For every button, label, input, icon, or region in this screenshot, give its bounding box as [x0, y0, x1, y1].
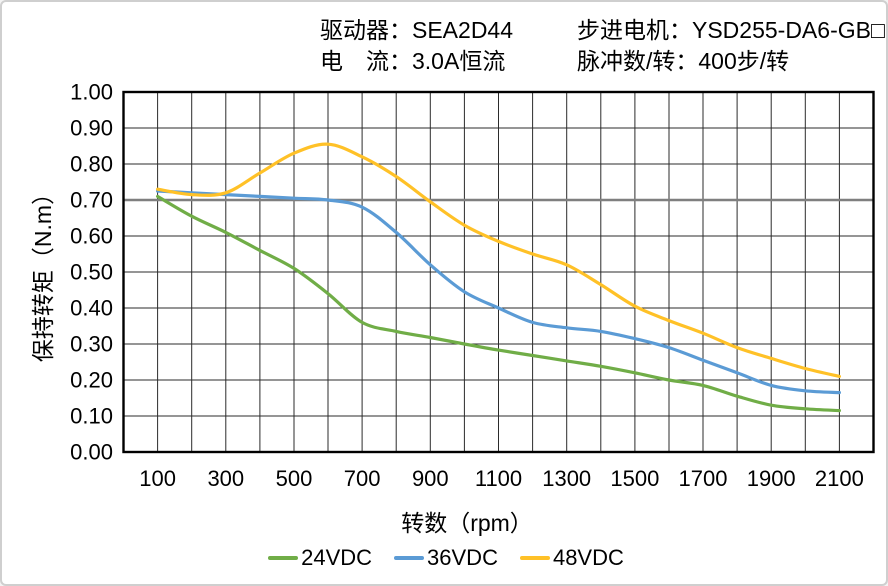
pulses-per-rev-text: 脉冲数/转：400步/转 [577, 48, 790, 74]
x-tick-label: 1500 [610, 466, 659, 491]
x-tick-label: 500 [276, 466, 313, 491]
y-tick-label: 0.20 [70, 368, 113, 393]
legend-swatch-24vdc [268, 556, 299, 560]
plot-border [122, 90, 875, 454]
x-tick-label: 1100 [475, 466, 522, 491]
legend-swatch-48vdc [519, 556, 550, 560]
y-tick-label: 0.10 [70, 404, 113, 429]
motor-model-text: 步进电机：YSD255-DA6-GB□ [577, 17, 885, 43]
legend-label-24vdc: 24VDC [301, 545, 373, 570]
x-tick-label: 100 [139, 466, 176, 491]
curve-24vdc [156, 194, 841, 413]
legend-item-48vdc: 48VDC [519, 545, 624, 571]
x-tick-label: 1300 [542, 466, 591, 491]
legend-swatch-36vdc [394, 556, 425, 560]
y-tick-label: 0.60 [70, 224, 113, 249]
y-tick-label: 0.90 [70, 116, 113, 141]
header-motor-block: 步进电机：YSD255-DA6-GB□ 脉冲数/转：400步/转 [577, 15, 885, 77]
driver-model-text: 驱动器：SEA2D44 [320, 17, 514, 43]
x-tick-label: 700 [344, 466, 381, 491]
x-tick-label: 2100 [815, 466, 864, 491]
y-tick-label: 0.80 [70, 152, 113, 177]
x-axis-title: 转数（rpm） [401, 510, 533, 536]
header-driver-block: 驱动器：SEA2D44 电 流：3.0A恒流 [320, 15, 513, 77]
legend-item-36vdc: 36VDC [394, 545, 498, 571]
y-tick-label: 1.00 [70, 80, 113, 105]
legend-item-24vdc: 24VDC [268, 545, 372, 571]
y-axis-title: 保持转矩（N.m） [30, 181, 56, 363]
y-tick-label: 0.00 [70, 440, 113, 465]
chart-legend: 24VDC 36VDC 48VDC [2, 545, 886, 571]
x-tick-label: 900 [412, 466, 449, 491]
x-tick-label: 1700 [679, 466, 728, 491]
legend-label-36vdc: 36VDC [427, 545, 498, 570]
y-tick-label: 0.30 [70, 332, 113, 357]
y-tick-label: 0.70 [70, 188, 113, 213]
current-text: 电 流：3.0A恒流 [320, 48, 506, 74]
y-tick-label: 0.50 [70, 260, 113, 285]
curve-48vdc [156, 142, 841, 378]
legend-label-48vdc: 48VDC [552, 545, 624, 570]
x-tick-label: 300 [207, 466, 244, 491]
y-tick-label: 0.40 [70, 296, 113, 321]
curve-36vdc [156, 189, 841, 395]
x-tick-label: 1900 [747, 466, 796, 491]
